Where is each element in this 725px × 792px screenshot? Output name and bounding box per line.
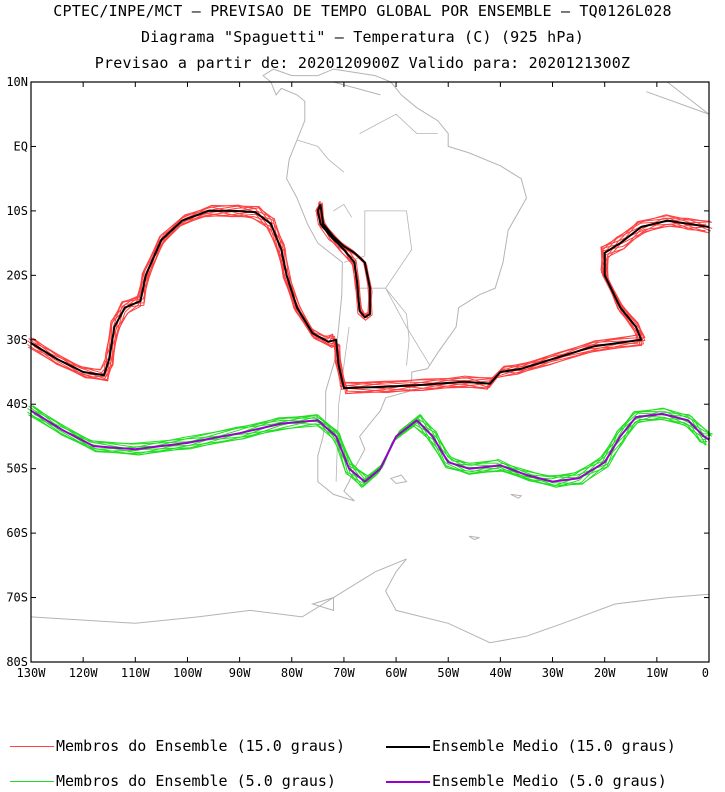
t15-member-contours [27,201,713,395]
t15-mean-andes-line [316,204,371,319]
lon-tick-label-2: 110W [121,666,151,680]
t15-mean-line [30,209,710,390]
lat-tick-label-3: 20S [6,268,28,282]
t5-member-line-9 [32,405,710,486]
t5-member-line-10 [27,408,713,487]
country-border-2 [335,326,350,482]
legend-t15-members-label: Membros do Ensemble (15.0 graus) [56,737,345,755]
coastline-south-america [262,68,528,502]
lon-tick-label-7: 60W [385,666,407,680]
lon-tick-label-6: 70W [333,666,355,680]
t15-member-line-8 [33,209,711,388]
legend-t15-mean-label: Ensemble Medio (15.0 graus) [432,737,676,755]
legend-t5-members: Membros do Ensemble (5.0 graus) [10,772,336,790]
country-border-0 [343,210,431,366]
t15-andes-member-line-4 [319,202,373,319]
coastline-antarctica [30,558,710,644]
legend-t5-members-label: Membros do Ensemble (5.0 graus) [56,772,336,790]
t5-mean-line [30,409,710,483]
map-frame [30,81,710,663]
legend-t5-mean: Ensemble Medio (5.0 graus) [386,772,667,790]
lon-tick-label-11: 20W [594,666,616,680]
legend-t5-mean-label: Ensemble Medio (5.0 graus) [432,772,667,790]
coastline-island-1 [510,493,523,499]
t15-andes-member-line-1 [319,201,371,316]
country-border-3 [296,139,345,173]
lat-tick-label-2: 10S [6,204,28,218]
coastline-island-3 [310,596,334,612]
black-line-swatch-icon [386,745,430,748]
lon-tick-label-3: 100W [173,666,203,680]
map-validity-line: Previsao a partir de: 2020120900Z Valido… [94,54,631,72]
legend-t15-members: Membros do Ensemble (15.0 graus) [10,737,345,755]
t5-member-line-7 [28,411,711,481]
lat-tick-label-6: 50S [6,462,28,476]
lon-tick-label-8: 50W [437,666,459,680]
map-title: CPTEC/INPE/MCT — PREVISAO DE TEMPO GLOBA… [53,2,672,20]
lon-tick-label-10: 30W [542,666,564,680]
lat-tick-label-7: 60S [6,526,28,540]
coastline-island-2 [468,535,480,541]
lon-tick-label-1: 120W [69,666,99,680]
lon-tick-label-0: 130W [17,666,47,680]
lat-tick-label-4: 30S [6,333,28,347]
country-border-4 [359,113,438,134]
coastline-north-fragments [333,81,710,115]
lat-tick-label-1: EQ [14,139,28,153]
green-line-swatch-icon [10,781,54,782]
red-line-swatch-icon [10,746,54,747]
t5-member-line-2 [30,404,712,488]
legend-t15-mean: Ensemble Medio (15.0 graus) [386,737,676,755]
ensemble-mean-contours [30,204,710,483]
lat-tick-label-0: 10N [6,75,28,89]
lat-tick-label-5: 40S [6,397,28,411]
lon-tick-label-5: 80W [281,666,303,680]
lon-tick-label-4: 90W [229,666,251,680]
country-border-5 [333,203,353,218]
purple-line-swatch-icon [386,780,430,783]
t5-member-contours [27,404,713,488]
lon-tick-label-9: 40W [490,666,512,680]
lon-tick-label-12: 10W [646,666,668,680]
t15-member-line-4 [32,206,713,390]
country-border-1 [354,287,410,366]
lon-tick-label-13: 0 [702,666,709,680]
lat-tick-label-9: 80S [6,655,28,669]
lat-tick-label-8: 70S [6,591,28,605]
coastline-layer [30,68,710,644]
map-subtitle: Diagrama "Spaguetti" — Temperatura (C) (… [140,28,585,46]
coastline-island-0 [389,474,408,485]
t5-member-line-8 [33,408,706,486]
t5-member-line-4 [32,407,707,484]
